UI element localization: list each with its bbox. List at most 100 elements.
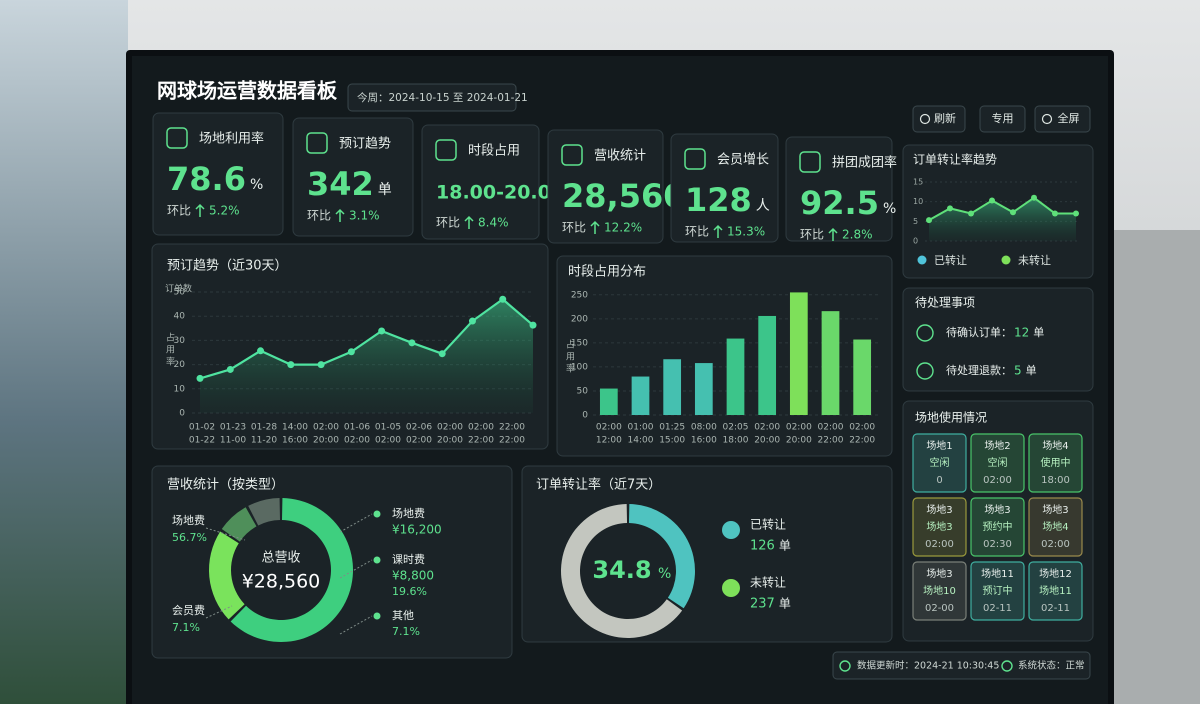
footer-icon bbox=[1001, 660, 1013, 672]
segment-percent: 7.1% bbox=[172, 621, 200, 634]
venue-time: 02:00 bbox=[1041, 539, 1070, 550]
button[interactable] bbox=[912, 105, 966, 133]
x-tick-label: 02:00 bbox=[786, 423, 812, 433]
venue-status: 场地4 bbox=[1042, 520, 1068, 533]
x-tick-label: 02:00 bbox=[313, 423, 339, 433]
venue-time: 02-11 bbox=[983, 603, 1012, 614]
center-label: 总营收 bbox=[261, 551, 300, 566]
point bbox=[1031, 194, 1037, 201]
dashboard: 网球场运营数据看板 今周：2024-10-15 至 2024-01-21 刷新 专用 全… bbox=[151, 79, 1094, 680]
button[interactable] bbox=[1034, 105, 1091, 133]
kpi-unit: % bbox=[883, 201, 896, 217]
venue-status: 使用中 bbox=[1041, 456, 1071, 469]
donut-segment bbox=[221, 507, 257, 542]
x-tick-label: 02:00 bbox=[754, 423, 780, 433]
center-total: ¥28,560 bbox=[242, 571, 321, 593]
venue-status: 空闲 bbox=[930, 456, 950, 469]
kpi-compare-label: 环比 bbox=[167, 204, 191, 218]
line bbox=[928, 196, 1076, 222]
point bbox=[196, 374, 204, 382]
date-box bbox=[347, 83, 517, 112]
venue-time: 02:00 bbox=[983, 475, 1012, 486]
kpi-card bbox=[421, 124, 540, 240]
point bbox=[1010, 209, 1016, 216]
venue-cell bbox=[970, 497, 1025, 557]
up-arrow bbox=[713, 224, 723, 238]
legend-dot bbox=[722, 521, 740, 539]
kpi-label: 拼团成团率 bbox=[832, 155, 897, 171]
donut-segment bbox=[560, 504, 683, 638]
pending-count: 5 bbox=[1014, 364, 1022, 378]
x-tick-label: 22:00 bbox=[499, 436, 525, 446]
date-range: 今周：2024-10-15 至 2024-01-21 bbox=[357, 91, 528, 104]
venue-time: 02-11 bbox=[1041, 603, 1070, 614]
pending-label: 待处理退款： bbox=[946, 363, 1012, 377]
x-tick-label: 02:00 bbox=[375, 436, 401, 446]
kpi-value: 128 bbox=[685, 181, 752, 219]
kpi-label: 场地利用率 bbox=[199, 131, 264, 147]
venue-time: 02-00 bbox=[925, 603, 954, 614]
legend-dot bbox=[1001, 255, 1011, 265]
button-label: 刷新 bbox=[934, 111, 956, 125]
y-tick-label: 10 bbox=[913, 197, 923, 206]
y-tick-label: 250 bbox=[571, 290, 588, 300]
donut-segment bbox=[209, 531, 245, 620]
pending-unit: 单 bbox=[1033, 326, 1044, 339]
y-axis-label-char: 占 bbox=[566, 339, 575, 351]
point bbox=[257, 347, 265, 355]
kpi-label: 会员增长 bbox=[717, 153, 769, 168]
panel-title: 营收统计（按类型） bbox=[167, 478, 284, 493]
x-tick-label: 02:00 bbox=[437, 423, 463, 433]
venue-name: 场地3 bbox=[926, 503, 952, 516]
y-tick-label: 0 bbox=[913, 237, 918, 246]
office-area bbox=[1112, 230, 1200, 704]
venue-cell bbox=[912, 433, 967, 493]
donut-segment bbox=[230, 498, 353, 642]
legend-label: 未转让 bbox=[1018, 253, 1051, 267]
x-tick-label: 16:00 bbox=[282, 436, 308, 446]
area bbox=[929, 197, 1076, 241]
button-icon bbox=[1041, 113, 1053, 125]
point bbox=[438, 350, 446, 358]
pending-unit: 单 bbox=[1026, 364, 1037, 377]
x-tick-label: 14:00 bbox=[282, 423, 308, 433]
point bbox=[317, 361, 325, 369]
venue-cell bbox=[1028, 497, 1083, 557]
panel-title: 订单转让率趋势 bbox=[913, 152, 997, 167]
venue-name: 场地2 bbox=[984, 439, 1010, 452]
panel-title: 场地使用情况 bbox=[915, 410, 987, 425]
legend-unit: 单 bbox=[779, 539, 791, 553]
kpi-label: 营收统计 bbox=[594, 149, 646, 164]
point bbox=[347, 348, 355, 356]
kpi-card bbox=[670, 133, 779, 243]
up-arrow bbox=[335, 208, 345, 222]
x-tick-label: 15:00 bbox=[659, 436, 685, 446]
segment-name: 课时费 bbox=[392, 553, 425, 566]
title: 网球场运营数据看板 bbox=[157, 79, 338, 103]
point bbox=[1073, 210, 1079, 217]
y-tick-label: 150 bbox=[571, 338, 588, 348]
venue-panel bbox=[902, 400, 1094, 642]
pending-panel bbox=[902, 287, 1094, 392]
kpi-compare-label: 环比 bbox=[436, 216, 460, 230]
kpi-icon bbox=[306, 132, 328, 154]
kpi-label: 时段占用 bbox=[468, 144, 520, 159]
x-tick-label: 16:00 bbox=[691, 436, 717, 446]
kpi-icon bbox=[166, 127, 188, 149]
legend-value: 237 bbox=[750, 597, 775, 612]
point bbox=[989, 197, 995, 204]
x-tick-label: 12:00 bbox=[596, 436, 622, 446]
legend-dot bbox=[722, 579, 740, 597]
y-tick-label: 50 bbox=[577, 386, 589, 396]
kpi-unit: % bbox=[250, 177, 263, 193]
kpi-card bbox=[785, 136, 893, 242]
x-tick-label: 01-22 bbox=[189, 436, 215, 446]
kpi-value: 342 bbox=[307, 165, 374, 203]
button[interactable] bbox=[979, 105, 1026, 133]
kpi-card bbox=[547, 129, 664, 244]
y-tick-label: 0 bbox=[582, 411, 588, 421]
venue-time: 02:30 bbox=[983, 539, 1012, 550]
pending-label: 待确认订单： bbox=[946, 325, 1012, 339]
window bbox=[0, 0, 128, 704]
